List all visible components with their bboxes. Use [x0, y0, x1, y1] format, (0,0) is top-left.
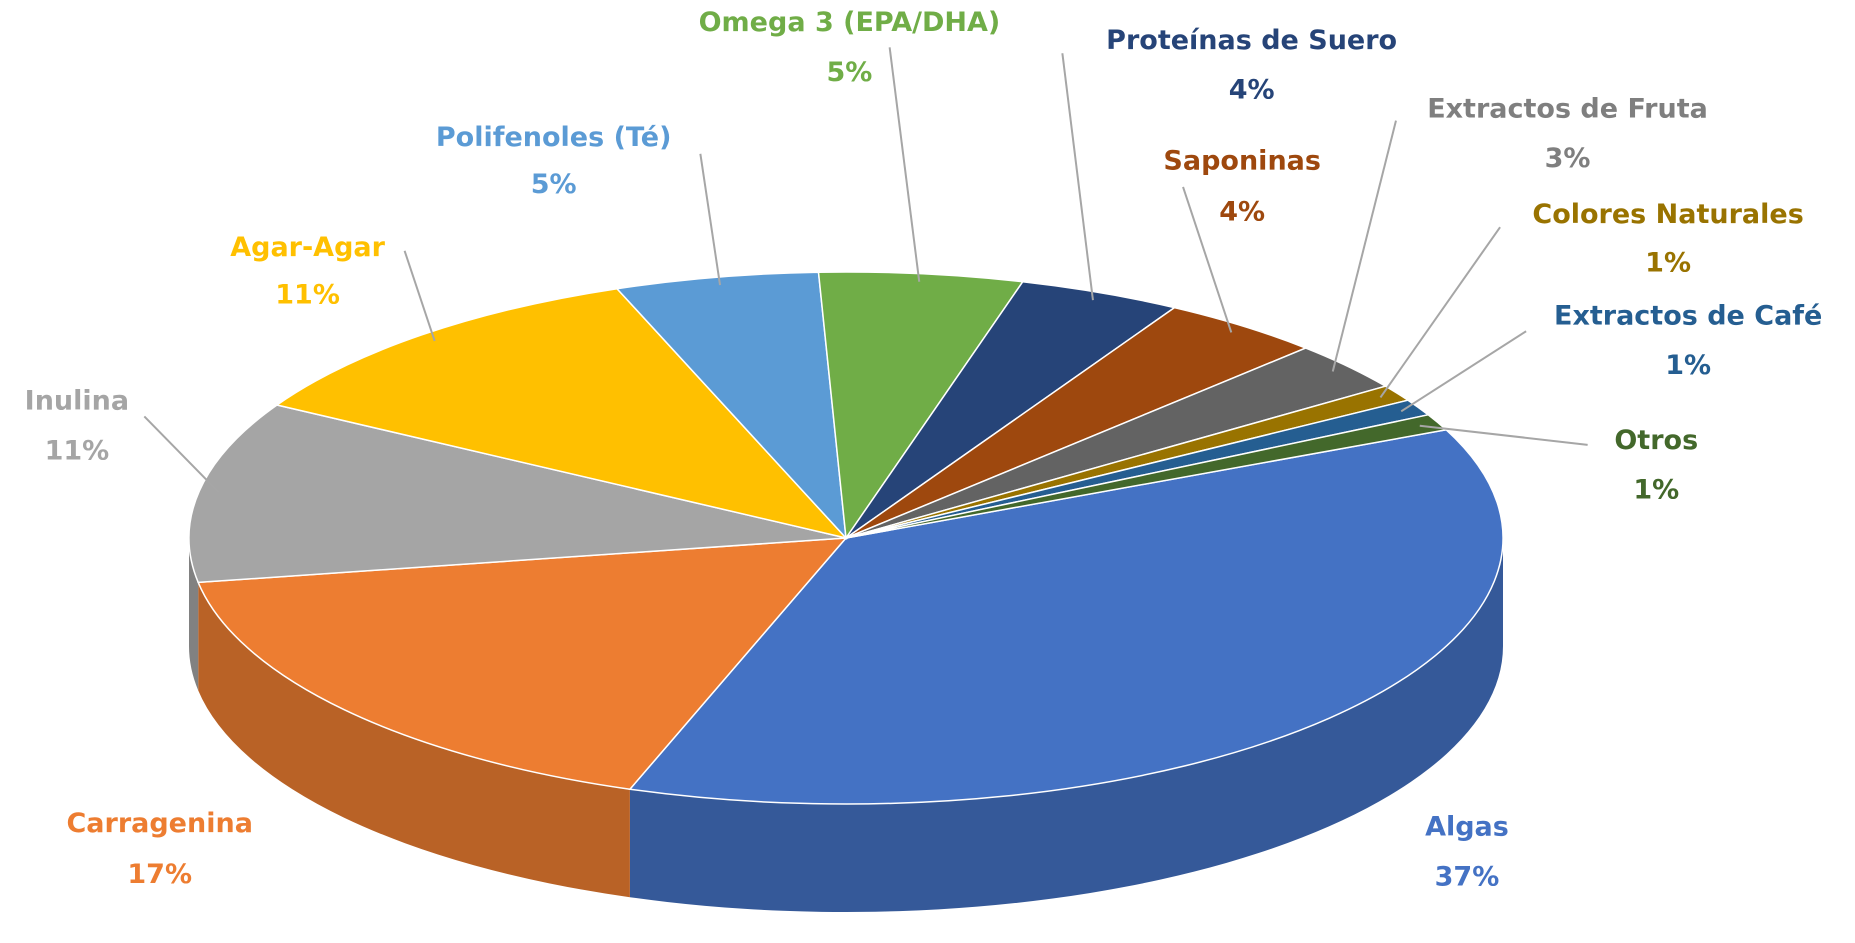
slice-value-label: 1% — [1645, 247, 1691, 278]
slice-value-label: 11% — [275, 279, 340, 310]
slice-side — [188, 538, 199, 691]
leader-lines — [143, 47, 1588, 494]
slice-side — [629, 538, 1504, 913]
slice — [845, 413, 1448, 539]
slice — [188, 404, 847, 584]
leader-line — [1331, 120, 1397, 372]
slice-value-label: 5% — [531, 169, 577, 200]
leader-line — [403, 250, 436, 342]
slice-value-label: 1% — [1665, 350, 1711, 381]
pie-tops — [188, 271, 1504, 805]
leader-line — [1400, 330, 1527, 413]
slice-label: Algas — [1425, 812, 1509, 843]
slice-label: Omega 3 (EPA/DHA) — [699, 7, 1001, 38]
leader-line — [1419, 424, 1588, 446]
slice-label: Otros — [1614, 425, 1698, 456]
slice — [817, 271, 1025, 541]
slice-value-label: 5% — [826, 57, 872, 88]
slice-label: Carragenina — [66, 808, 252, 839]
slice-label: Polifenoles (Té) — [436, 122, 672, 153]
slice-side — [198, 582, 630, 898]
slice-value-label: 3% — [1545, 143, 1591, 174]
slice-value-label: 4% — [1229, 75, 1275, 106]
leader-line — [699, 153, 722, 286]
leader-line — [1379, 226, 1501, 399]
slice-value-label: 37% — [1435, 861, 1500, 892]
slice-label: Proteínas de Suero — [1106, 25, 1397, 56]
slice-label: Saponinas — [1163, 146, 1321, 177]
slice-label: Agar-Agar — [230, 232, 385, 263]
leader-line — [1061, 53, 1094, 301]
slice-value-label: 4% — [1219, 196, 1265, 227]
labels: Algas 37% Carragenina 17% Inulina 11% Agar-Aga… — [25, 7, 1823, 892]
slice-label: Inulina — [25, 386, 129, 417]
slice — [615, 271, 847, 541]
leader-line — [143, 415, 220, 494]
slice — [197, 537, 848, 790]
slice-label: Extractos de Fruta — [1427, 94, 1708, 125]
leader-line — [1182, 186, 1233, 333]
slice — [275, 287, 849, 540]
leader-line — [888, 47, 921, 282]
slice-value-label: 1% — [1633, 474, 1679, 505]
slice-label: Extractos de Café — [1554, 301, 1822, 332]
slice-label: Colores Naturales — [1532, 199, 1803, 230]
slice-value-label: 11% — [45, 435, 110, 466]
slice — [628, 428, 1504, 805]
slice-value-label: 17% — [127, 859, 192, 890]
pie-sides — [188, 538, 1504, 913]
